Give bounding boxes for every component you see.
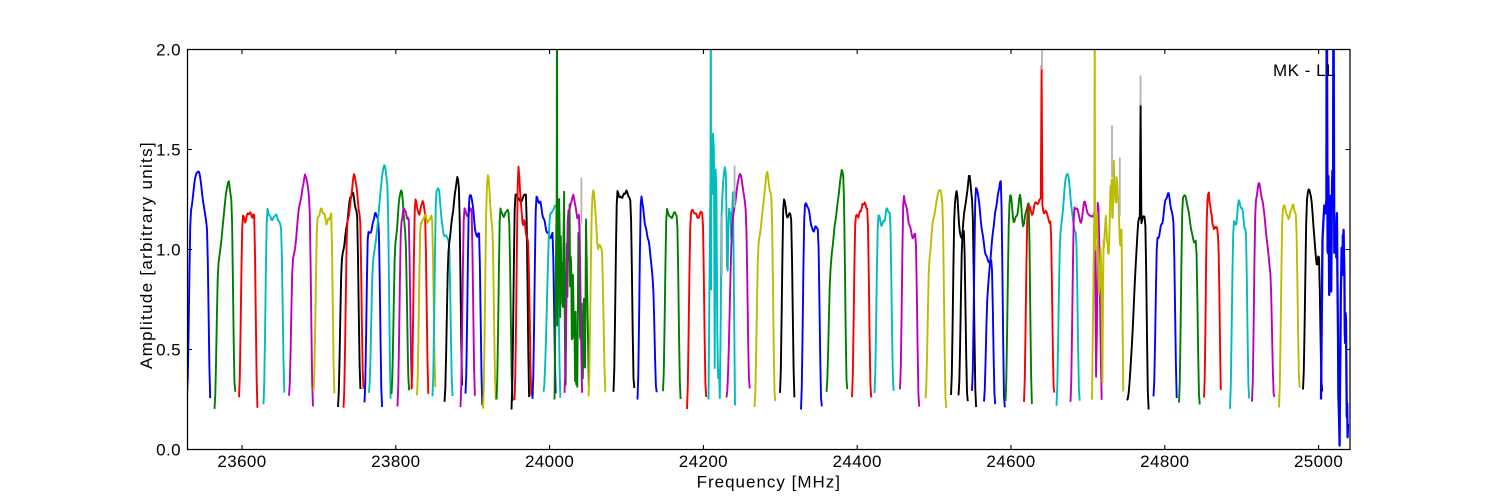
svg-text:0.5: 0.5 — [156, 340, 181, 359]
svg-text:25000: 25000 — [1294, 452, 1343, 471]
svg-text:0.0: 0.0 — [156, 440, 181, 459]
svg-text:MK - LL: MK - LL — [1273, 61, 1336, 80]
svg-text:2.0: 2.0 — [156, 40, 181, 59]
svg-text:Amplitude [arbitrary units]: Amplitude [arbitrary units] — [137, 141, 156, 369]
svg-text:24400: 24400 — [833, 452, 882, 471]
svg-text:Frequency [MHz]: Frequency [MHz] — [697, 473, 841, 492]
svg-text:24000: 24000 — [525, 452, 574, 471]
svg-text:1.0: 1.0 — [156, 240, 181, 259]
svg-text:23600: 23600 — [217, 452, 266, 471]
svg-text:24200: 24200 — [679, 452, 728, 471]
svg-text:23800: 23800 — [371, 452, 420, 471]
svg-text:24600: 24600 — [986, 452, 1035, 471]
svg-text:24800: 24800 — [1140, 452, 1189, 471]
svg-text:1.5: 1.5 — [156, 140, 181, 159]
